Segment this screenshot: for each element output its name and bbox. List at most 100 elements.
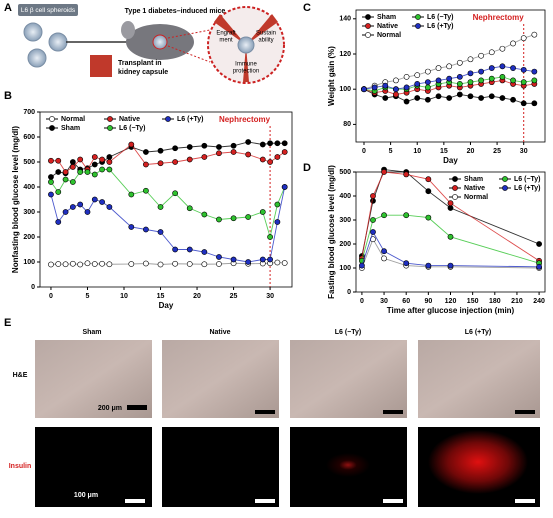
data-point (99, 166, 105, 173)
data-point (216, 144, 222, 150)
data-point (216, 254, 222, 260)
data-point (172, 246, 179, 253)
data-point (425, 262, 432, 269)
data-point (274, 201, 281, 208)
data-point (499, 73, 506, 80)
data-point (510, 77, 516, 84)
insulin-signal (428, 430, 528, 494)
data-point (424, 96, 431, 103)
data-point (84, 209, 91, 215)
spheroid (23, 22, 43, 42)
x-tick-label: 20 (193, 293, 201, 300)
x-tick-label: 15 (440, 148, 448, 155)
data-point (488, 75, 495, 82)
legend-marker (107, 125, 113, 131)
scale-bar (515, 410, 535, 414)
data-point (478, 77, 485, 84)
data-point (106, 166, 113, 173)
data-point (424, 84, 431, 91)
x-axis-label: Day (443, 156, 458, 165)
data-point (216, 150, 222, 157)
data-point (128, 191, 135, 198)
data-point (91, 154, 98, 160)
scale-bar (383, 499, 403, 503)
data-point (55, 219, 62, 225)
x-tick-label: 10 (120, 293, 128, 300)
y-tick-label: 600 (23, 134, 35, 141)
transplant-label: Transplant in (118, 60, 162, 67)
series-line (50, 262, 285, 265)
data-point (77, 156, 84, 163)
data-point (186, 144, 193, 150)
data-point (456, 81, 463, 87)
x-tick-label: 60 (402, 298, 410, 305)
x-tick-label: 5 (389, 148, 393, 155)
legend-marker (365, 14, 371, 20)
data-point (274, 259, 281, 266)
x-tick-label: 30 (520, 148, 528, 155)
data-point (128, 261, 135, 267)
x-tick-label: 30 (266, 293, 274, 300)
data-point (201, 142, 208, 149)
data-point (370, 197, 376, 204)
data-point (48, 191, 54, 198)
row-label: Insulin (9, 463, 32, 470)
data-point (510, 96, 516, 103)
data-point (435, 93, 442, 100)
data-point (456, 73, 463, 80)
x-tick-label: 30 (380, 298, 388, 305)
immune-label: Immune (235, 62, 257, 68)
data-point (424, 79, 431, 86)
data-point (510, 40, 516, 47)
legend-label: Native (464, 185, 485, 192)
data-point (143, 226, 149, 233)
sustain-label: Sustain (256, 31, 276, 37)
data-point (267, 234, 273, 240)
data-point (446, 95, 453, 101)
immune-label: protection (233, 69, 259, 75)
data-point (446, 63, 453, 70)
data-point (143, 149, 149, 155)
x-tick-label: 240 (533, 298, 545, 305)
scale-label: 100 μm (74, 492, 98, 499)
data-point (447, 233, 454, 240)
data-point (531, 68, 538, 75)
data-point (106, 159, 113, 165)
data-point (499, 63, 506, 70)
data-point (99, 199, 105, 205)
y-tick-label: 200 (23, 234, 35, 241)
x-tick-label: 120 (445, 298, 457, 305)
x-tick-label: 5 (86, 293, 90, 300)
plot-frame (355, 9, 546, 143)
data-point (62, 261, 69, 268)
data-point (186, 261, 193, 267)
data-point (84, 260, 91, 267)
y-tick-label: 120 (339, 51, 351, 58)
data-point (172, 260, 179, 267)
legend-marker (107, 116, 113, 122)
y-axis-label: Fasting blood glucose level (mg/dl) (327, 165, 336, 299)
data-point (77, 261, 84, 268)
data-point (478, 68, 485, 75)
data-point (281, 184, 288, 190)
he-image (418, 340, 540, 418)
x-tick-label: 25 (230, 293, 238, 300)
column-label: Native (209, 329, 230, 336)
data-point (510, 65, 516, 71)
data-point (69, 179, 76, 185)
data-point (106, 154, 113, 160)
data-point (467, 93, 474, 100)
x-tick-label: 10 (413, 148, 421, 155)
legend-label: L6 (+Ty) (427, 23, 454, 30)
y-tick-label: 400 (23, 184, 35, 191)
data-point (99, 156, 105, 163)
data-point (157, 204, 164, 210)
panel-label: C (303, 2, 311, 14)
data-point (245, 214, 252, 220)
data-point (48, 157, 54, 164)
data-point (446, 75, 453, 82)
data-point (186, 246, 193, 253)
data-point (259, 156, 266, 163)
data-point (478, 52, 485, 59)
x-tick-label: 0 (362, 148, 366, 155)
